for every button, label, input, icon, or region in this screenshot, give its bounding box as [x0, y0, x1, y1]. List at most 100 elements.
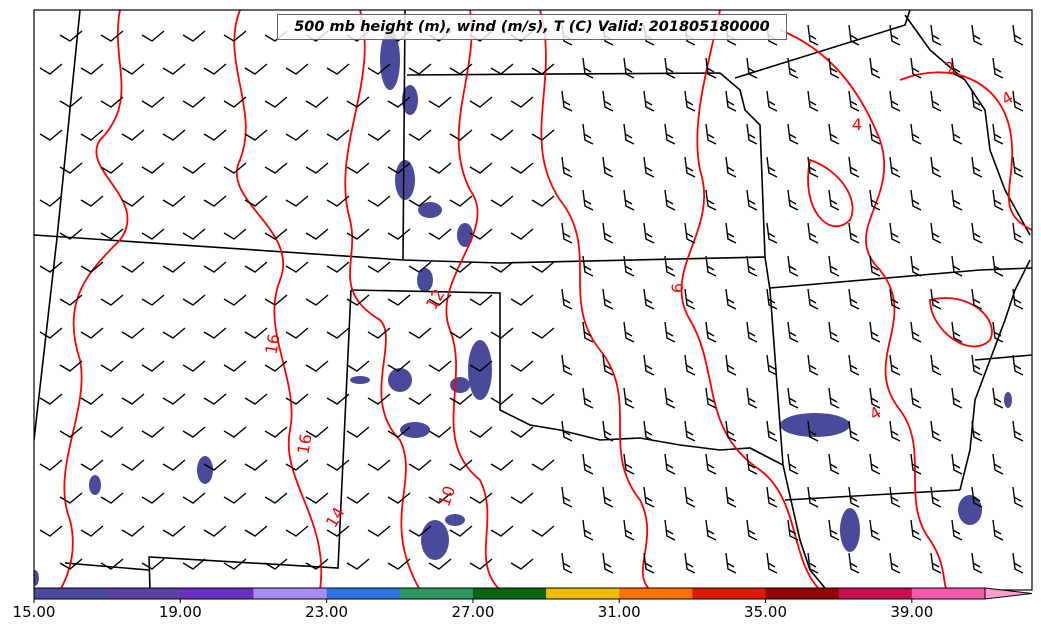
wind-barb	[490, 261, 514, 273]
wind-barb	[182, 228, 206, 240]
wind-barb	[910, 387, 922, 409]
wind-barb	[285, 327, 309, 339]
colorbar-tick-label: 27.00	[451, 603, 495, 621]
wind-barb	[80, 195, 104, 207]
wind-barb	[1012, 552, 1024, 574]
wind-barb	[141, 30, 165, 42]
wind-barb	[244, 525, 268, 537]
wind-barb	[428, 96, 452, 108]
wind-barb	[531, 327, 555, 339]
wind-barb	[807, 24, 819, 46]
wind-barb	[59, 492, 83, 504]
wind-barb	[561, 90, 573, 112]
wind-speed-region	[380, 30, 400, 90]
wind-barb	[244, 195, 268, 207]
wind-speed-region	[417, 268, 433, 292]
wind-barb	[305, 96, 329, 108]
wind-barb	[725, 420, 737, 442]
wind-barb	[223, 558, 247, 570]
wind-barb	[367, 525, 391, 537]
wind-barb	[428, 294, 452, 306]
wind-barb	[264, 492, 288, 504]
wind-barb	[367, 261, 391, 273]
wind-barb	[39, 393, 63, 405]
wind-barb	[141, 228, 165, 240]
wind-barb	[705, 453, 717, 475]
wind-barb	[162, 195, 186, 207]
wind-barb	[807, 486, 819, 508]
colorbar-tick-label: 35.00	[744, 603, 788, 621]
wind-barb	[869, 519, 881, 541]
wind-barb	[971, 24, 983, 46]
wind-barb	[582, 57, 594, 79]
wind-barb	[80, 525, 104, 537]
wind-barb	[428, 360, 452, 372]
wind-barb	[244, 327, 268, 339]
wind-barb	[684, 222, 696, 244]
wind-barb	[203, 129, 227, 141]
wind-barb	[889, 156, 901, 178]
wind-barb	[930, 288, 942, 310]
contour-label: 16	[293, 432, 315, 455]
wind-barb	[203, 393, 227, 405]
wind-barb	[664, 189, 676, 211]
wind-barb	[285, 525, 309, 537]
wind-barb	[305, 360, 329, 372]
wind-barb	[643, 552, 655, 574]
wind-barb	[910, 189, 922, 211]
wind-barb	[951, 123, 963, 145]
wind-barb	[602, 486, 614, 508]
wind-barb	[264, 426, 288, 438]
wind-barb	[326, 393, 350, 405]
wind-barb	[428, 426, 452, 438]
wind-barb	[623, 321, 635, 343]
wind-barb	[582, 321, 594, 343]
wind-barb	[408, 459, 432, 471]
wind-barb	[387, 162, 411, 174]
wind-barb	[848, 90, 860, 112]
wind-barb	[326, 459, 350, 471]
wind-barb	[725, 222, 737, 244]
wind-barb	[992, 255, 1004, 277]
wind-barb	[746, 189, 758, 211]
wind-barb	[408, 261, 432, 273]
wind-barb	[531, 525, 555, 537]
wind-speed-region	[450, 377, 470, 393]
wind-barb	[766, 90, 778, 112]
wind-barb	[531, 195, 555, 207]
wind-barb	[531, 63, 555, 75]
wind-barb	[582, 123, 594, 145]
wind-barb	[326, 327, 350, 339]
wind-barb	[182, 558, 206, 570]
wind-barb	[992, 189, 1004, 211]
wind-barb	[807, 420, 819, 442]
wind-barb	[889, 420, 901, 442]
wind-barb	[889, 90, 901, 112]
wind-barb	[807, 288, 819, 310]
wind-barb	[346, 558, 370, 570]
wind-barb	[602, 288, 614, 310]
wind-barb	[367, 129, 391, 141]
wind-barb	[449, 195, 473, 207]
wind-speed-region	[350, 376, 370, 384]
wind-barb	[244, 63, 268, 75]
wind-barb	[951, 57, 963, 79]
wind-barb	[59, 294, 83, 306]
wind-barb	[100, 228, 124, 240]
wind-barb	[285, 393, 309, 405]
wind-barb	[305, 426, 329, 438]
wind-barb	[705, 387, 717, 409]
wind-barb	[223, 30, 247, 42]
wind-barb	[100, 30, 124, 42]
wind-barb	[746, 123, 758, 145]
wind-barb	[582, 519, 594, 541]
colorbar-segment	[107, 588, 181, 599]
wind-barb	[623, 189, 635, 211]
wind-barb	[746, 519, 758, 541]
colorbar-segment	[472, 588, 547, 599]
wind-barb	[367, 393, 391, 405]
wind-barb	[490, 393, 514, 405]
wind-barb	[449, 525, 473, 537]
wind-barb	[346, 228, 370, 240]
wind-barb	[223, 294, 247, 306]
